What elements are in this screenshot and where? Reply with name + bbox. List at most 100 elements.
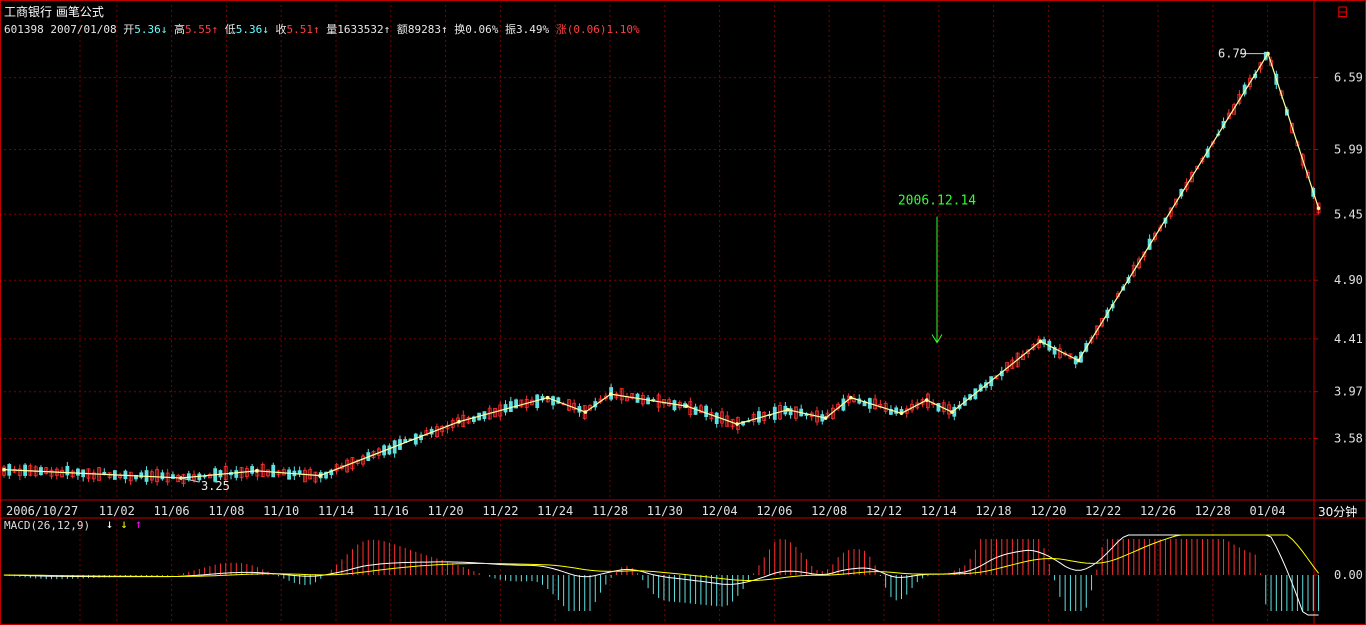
candle-body	[1232, 104, 1236, 115]
macd-legend-arrows: ↓ ↓ ↑	[106, 517, 142, 531]
pen-vertex	[950, 410, 954, 414]
macd-dea-line	[4, 534, 1319, 581]
day-period-icon[interactable]: 日	[1336, 6, 1350, 21]
candle-body	[1015, 352, 1020, 368]
candle-body	[65, 465, 70, 476]
candle-body	[266, 469, 270, 477]
candle-body	[1131, 264, 1136, 277]
x-tick-label: 11/16	[373, 504, 409, 518]
x-tick-label: 12/20	[1030, 504, 1066, 518]
candle-body	[714, 412, 719, 425]
x-tick-label: 11/22	[482, 504, 518, 518]
high-label: 6.79	[1218, 47, 1247, 61]
candle-body	[303, 469, 307, 483]
turnover-label: 换	[454, 23, 466, 36]
x-tick-label: 11/06	[154, 504, 190, 518]
candle-body	[60, 469, 64, 478]
title-line: 工商银行 画笔公式	[4, 3, 104, 20]
x-tick-label: 12/18	[976, 504, 1012, 518]
candle-body	[207, 474, 212, 479]
close-value: 5.51	[286, 23, 313, 36]
candle-body	[1010, 359, 1015, 369]
candle-body	[1052, 347, 1057, 355]
pen-vertex	[849, 395, 853, 400]
pen-vertex	[254, 469, 259, 473]
price-y-axis: 3.58 3.97 4.41 4.90 5.45 5.99 6.59	[1314, 71, 1363, 445]
arrow-up-icon: ↑	[440, 23, 448, 36]
candle-body	[334, 464, 339, 472]
date-x-axis: 2006/10/27 11/02 11/06 11/08 11/10 11/14 11/16…	[6, 504, 1286, 518]
candle-body	[1152, 232, 1157, 240]
x-tick-label: 2006/10/27	[6, 504, 78, 518]
candle-body	[514, 399, 518, 409]
candle-body	[1100, 317, 1105, 327]
candle-body	[646, 397, 650, 405]
candle-body	[139, 472, 144, 478]
candle-body	[297, 470, 302, 474]
x-tick-label: 11/08	[208, 504, 244, 518]
high-value: 5.55	[184, 23, 212, 36]
candle-body	[1168, 207, 1173, 217]
pen-vertex	[457, 419, 461, 424]
pen-vertex	[823, 416, 828, 420]
pen-vertex	[735, 422, 739, 426]
candle-body	[271, 464, 276, 478]
pen-vertex	[318, 473, 322, 478]
candlestick-series	[2, 51, 1321, 487]
candle-body	[889, 408, 893, 415]
candle-body	[128, 471, 133, 482]
x-tick-label: 11/02	[99, 504, 135, 518]
stock-name: 工商银行	[4, 5, 53, 19]
date-arrow-head	[931, 334, 943, 344]
candle-body	[508, 401, 513, 412]
open-label: 开	[123, 23, 135, 36]
candle-body	[672, 400, 677, 411]
pen-vertex	[684, 404, 689, 408]
candle-body	[757, 411, 761, 423]
candle-body	[1031, 344, 1036, 350]
candle-body	[1184, 181, 1189, 190]
candle-body	[1200, 158, 1205, 162]
amount-value: 89283	[407, 23, 441, 36]
candle-body	[751, 413, 756, 422]
high-label: 高	[173, 23, 185, 36]
pen-vertex	[899, 411, 904, 416]
pen-vertex	[1038, 339, 1043, 344]
candle-body	[1290, 123, 1295, 134]
candle-body	[250, 466, 255, 474]
candle-body	[1089, 336, 1094, 343]
candle-body	[17, 468, 22, 476]
pen-vertex	[1316, 206, 1321, 211]
period-selector[interactable]: 30分钟	[1318, 505, 1358, 519]
macd-zero-label: 0.00	[1334, 568, 1363, 582]
y-tick-label: 4.90	[1334, 273, 1363, 287]
x-tick-label: 12/04	[702, 504, 738, 518]
candle-body	[873, 398, 877, 410]
x-tick-label: 01/04	[1250, 504, 1286, 518]
x-tick-label: 11/30	[647, 504, 683, 518]
macd-dif-line	[3, 534, 1319, 616]
candle-body	[2, 466, 6, 476]
candle-body	[155, 469, 160, 483]
pen-vertex	[608, 392, 613, 396]
quote-date: 2007/01/08	[50, 23, 117, 36]
candle-body	[846, 395, 851, 404]
amount-label: 额	[396, 23, 408, 36]
candle-body	[471, 416, 476, 423]
y-tick-label: 5.45	[1334, 207, 1363, 221]
amplitude-label: 振	[504, 23, 516, 36]
candle-body	[704, 405, 709, 418]
candle-body	[91, 472, 96, 480]
candle-body	[424, 430, 429, 436]
candle-body	[435, 426, 439, 437]
arrow-up-icon: ↑	[211, 23, 219, 36]
candle-body	[1179, 188, 1184, 197]
candle-body	[883, 402, 888, 412]
candle-body	[160, 472, 165, 480]
pen-vertex	[583, 410, 588, 414]
quote-line: 601398 2007/01/08 开5.36↓ 高5.55↑ 低5.36↓ 收…	[4, 21, 640, 37]
candle-body	[49, 469, 54, 477]
y-tick-label: 6.59	[1334, 71, 1363, 85]
